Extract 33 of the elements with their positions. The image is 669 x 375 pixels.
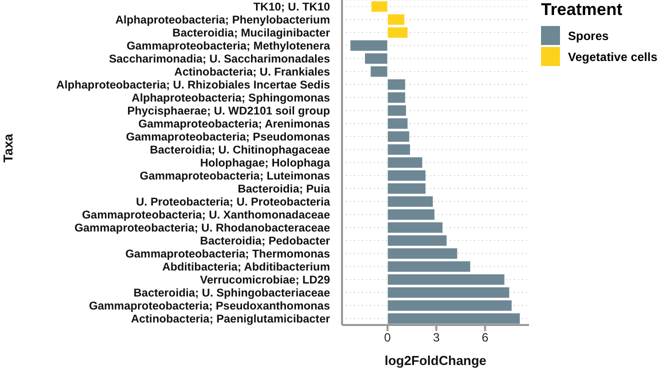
y-tick-label: TK10; U. TK10 — [253, 2, 330, 14]
y-tick-label: Bacteroidia; Pedobacter — [200, 236, 331, 248]
y-tick-label: Bacteroidia; U. Chitinophagaceae — [150, 144, 330, 156]
y-tick-label: Actinobacteria; Paeniglutamicibacter — [130, 314, 331, 326]
y-tick-label: Gammaproteobacteria; Methylotenera — [126, 40, 331, 52]
y-tick-label: Gammaproteobacteria; Pseudoxanthomonas — [88, 300, 330, 312]
x-axis-title: log2FoldChange — [384, 353, 486, 368]
y-tick-label: Alphaproteobacteria; U. Rhizobiales Incertae Sedis — [56, 80, 330, 92]
x-tick-label: 3 — [432, 330, 440, 345]
y-tick-label: Saccharimonadia; U. Saccharimonadales — [108, 54, 330, 66]
legend-label: Spores — [568, 28, 609, 42]
y-tick-label: Holophagae; Holophaga — [200, 158, 331, 170]
y-tick-label: U. Proteobacteria; U. Proteobacteria — [136, 196, 331, 208]
y-tick-label: Abditibacteria; Abditibacterium — [162, 262, 330, 274]
y-tick-label: Actinobacteria; U. Frankiales — [174, 66, 330, 78]
y-tick-label: Gammaproteobacteria; U. Rhodanobacteraceae — [74, 222, 330, 234]
y-tick-label: Gammaproteobacteria; Luteimonas — [140, 170, 330, 182]
legend-label: Vegetative cells — [568, 50, 658, 64]
y-tick-label: Bacteroidia; Puia — [238, 184, 331, 196]
y-tick-label: Gammaproteobacteria; U. Xanthomonadaceae — [82, 210, 330, 222]
y-tick-label: Alphaproteobacteria; Phenylobacterium — [115, 14, 330, 26]
y-tick-label: Bacteroidia; Mucilaginibacter — [172, 28, 331, 40]
y-tick-label: Phycisphaerae; U. WD2101 soil group — [127, 106, 330, 118]
y-tick-label: Bacteroidia; U. Sphingobacteriaceae — [134, 288, 330, 300]
legend-title: Treatment — [541, 0, 624, 20]
y-axis-title: Taxa — [0, 133, 16, 162]
y-tick-label: Gammaproteobacteria; Arenimonas — [138, 118, 330, 130]
y-tick-label: Verrucomicrobiae; LD29 — [200, 274, 330, 286]
y-tick-label: Alphaproteobacteria; Sphingomonas — [132, 92, 330, 104]
x-tick-label: 6 — [482, 330, 489, 345]
y-tick-label: Gammaproteobacteria; Thermomonas — [125, 248, 330, 260]
x-tick-label: 0 — [384, 330, 392, 345]
y-tick-label: Gammaproteobacteria; Pseudomonas — [126, 132, 330, 144]
